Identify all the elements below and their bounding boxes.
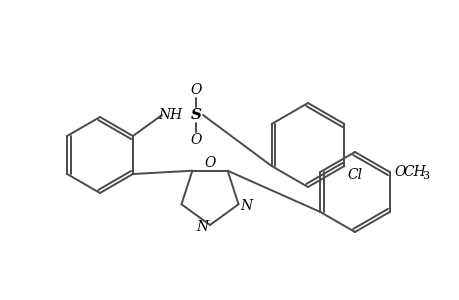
Text: N: N xyxy=(196,220,207,234)
Text: S: S xyxy=(190,108,201,122)
Text: O: O xyxy=(190,133,201,147)
Text: CH: CH xyxy=(403,165,425,179)
Text: Cl: Cl xyxy=(347,168,362,182)
Text: NH: NH xyxy=(157,108,182,122)
Text: O: O xyxy=(394,165,405,179)
Text: O: O xyxy=(204,156,215,170)
Text: O: O xyxy=(190,83,201,97)
Text: 3: 3 xyxy=(421,171,428,181)
Text: N: N xyxy=(240,199,252,213)
